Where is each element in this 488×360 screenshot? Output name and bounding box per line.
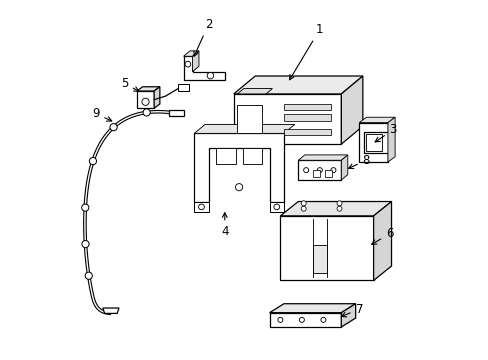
Circle shape bbox=[143, 109, 150, 116]
Circle shape bbox=[303, 168, 308, 173]
Polygon shape bbox=[137, 87, 160, 91]
Circle shape bbox=[81, 240, 89, 248]
Polygon shape bbox=[178, 84, 188, 91]
Polygon shape bbox=[183, 51, 199, 56]
Text: 4: 4 bbox=[221, 213, 228, 238]
Polygon shape bbox=[269, 313, 341, 327]
Circle shape bbox=[142, 98, 149, 105]
Circle shape bbox=[336, 201, 341, 206]
Polygon shape bbox=[373, 202, 391, 280]
Polygon shape bbox=[102, 308, 119, 314]
Polygon shape bbox=[341, 155, 347, 180]
Polygon shape bbox=[233, 94, 341, 144]
Polygon shape bbox=[280, 216, 373, 280]
Circle shape bbox=[330, 168, 335, 173]
Text: 3: 3 bbox=[374, 123, 396, 142]
Polygon shape bbox=[194, 134, 284, 202]
Polygon shape bbox=[269, 304, 355, 313]
Polygon shape bbox=[192, 51, 199, 72]
Polygon shape bbox=[341, 304, 355, 327]
Circle shape bbox=[273, 204, 279, 210]
Text: 8: 8 bbox=[348, 154, 369, 168]
Polygon shape bbox=[387, 117, 394, 162]
Polygon shape bbox=[325, 170, 332, 177]
Polygon shape bbox=[284, 114, 330, 121]
Polygon shape bbox=[169, 110, 183, 116]
Text: 9: 9 bbox=[92, 107, 112, 121]
Circle shape bbox=[89, 158, 96, 165]
Text: 1: 1 bbox=[289, 23, 323, 80]
Polygon shape bbox=[137, 91, 154, 108]
Circle shape bbox=[317, 168, 322, 173]
Polygon shape bbox=[237, 105, 262, 134]
Polygon shape bbox=[284, 129, 330, 135]
Polygon shape bbox=[242, 148, 262, 164]
Circle shape bbox=[81, 204, 89, 211]
Text: 7: 7 bbox=[341, 303, 362, 317]
Polygon shape bbox=[183, 56, 224, 80]
Polygon shape bbox=[312, 170, 319, 177]
FancyBboxPatch shape bbox=[365, 134, 381, 151]
Circle shape bbox=[184, 61, 190, 67]
Text: 2: 2 bbox=[194, 18, 212, 56]
Text: 6: 6 bbox=[371, 227, 393, 244]
Circle shape bbox=[299, 318, 304, 322]
Polygon shape bbox=[284, 104, 330, 110]
Circle shape bbox=[85, 272, 92, 279]
Polygon shape bbox=[269, 202, 284, 212]
Circle shape bbox=[301, 206, 305, 211]
Polygon shape bbox=[215, 148, 235, 164]
Polygon shape bbox=[237, 89, 272, 94]
Polygon shape bbox=[359, 123, 387, 162]
Circle shape bbox=[277, 318, 282, 322]
Polygon shape bbox=[298, 155, 347, 160]
Circle shape bbox=[207, 72, 213, 79]
Polygon shape bbox=[194, 125, 294, 134]
Circle shape bbox=[110, 123, 117, 131]
Polygon shape bbox=[341, 76, 362, 144]
Polygon shape bbox=[194, 202, 208, 212]
Polygon shape bbox=[154, 87, 160, 108]
Circle shape bbox=[320, 318, 325, 322]
Polygon shape bbox=[359, 117, 394, 123]
Polygon shape bbox=[233, 76, 362, 94]
Circle shape bbox=[235, 184, 242, 191]
Text: 5: 5 bbox=[121, 77, 139, 91]
Circle shape bbox=[301, 201, 305, 206]
Circle shape bbox=[198, 204, 204, 210]
Circle shape bbox=[336, 206, 341, 211]
Polygon shape bbox=[280, 202, 391, 216]
Polygon shape bbox=[298, 160, 341, 180]
Polygon shape bbox=[312, 244, 326, 273]
